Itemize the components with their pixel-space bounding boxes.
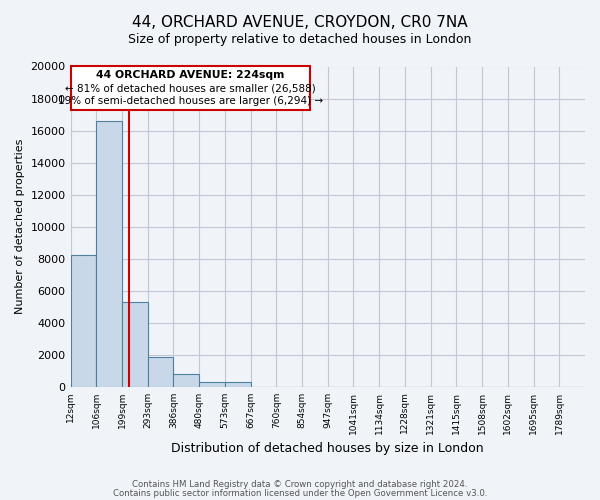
Y-axis label: Number of detached properties: Number of detached properties <box>15 139 25 314</box>
Bar <box>173 374 199 386</box>
Text: Size of property relative to detached houses in London: Size of property relative to detached ho… <box>128 32 472 46</box>
Text: Contains HM Land Registry data © Crown copyright and database right 2024.: Contains HM Land Registry data © Crown c… <box>132 480 468 489</box>
Text: 44 ORCHARD AVENUE: 224sqm: 44 ORCHARD AVENUE: 224sqm <box>96 70 284 81</box>
Bar <box>122 302 148 386</box>
Bar <box>225 382 251 386</box>
Text: 44, ORCHARD AVENUE, CROYDON, CR0 7NA: 44, ORCHARD AVENUE, CROYDON, CR0 7NA <box>132 15 468 30</box>
Text: 19% of semi-detached houses are larger (6,294) →: 19% of semi-detached houses are larger (… <box>58 96 323 106</box>
Bar <box>199 382 225 386</box>
Bar <box>148 357 173 386</box>
X-axis label: Distribution of detached houses by size in London: Distribution of detached houses by size … <box>172 442 484 455</box>
Text: ← 81% of detached houses are smaller (26,588): ← 81% of detached houses are smaller (26… <box>65 83 316 93</box>
FancyBboxPatch shape <box>71 66 310 110</box>
Text: Contains public sector information licensed under the Open Government Licence v3: Contains public sector information licen… <box>113 488 487 498</box>
Bar <box>96 121 122 386</box>
Bar <box>71 256 96 386</box>
